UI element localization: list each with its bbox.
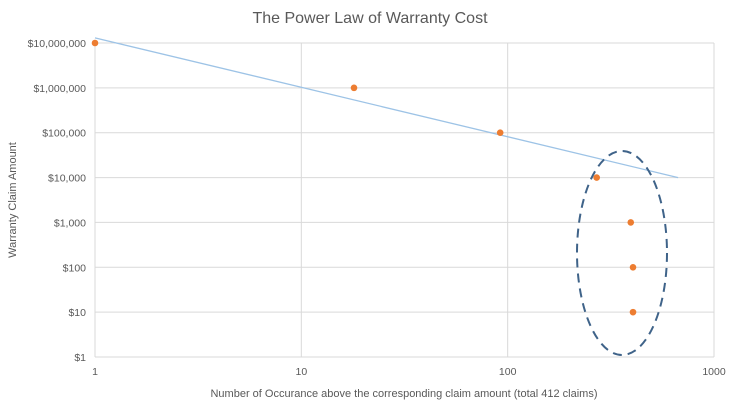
x-tick-label: 1 (92, 366, 98, 378)
x-tick-label: 1000 (702, 366, 726, 378)
data-point (627, 219, 635, 226)
y-tick-label: $10,000 (48, 173, 86, 185)
y-tick-label: $10,000,000 (28, 38, 87, 50)
trendline-group (94, 37, 679, 179)
y-tick-label: $100 (63, 262, 87, 274)
y-axis-label: Warranty Claim Amount (7, 142, 19, 258)
data-points (91, 39, 637, 316)
x-axis-ticks: 1 10 100 1000 (92, 366, 726, 378)
y-tick-label: $100,000 (42, 128, 86, 140)
data-point (91, 39, 99, 47)
data-point (593, 174, 600, 181)
dashed-ellipse-annotation (576, 150, 668, 356)
x-tick-label: 100 (499, 366, 517, 378)
data-point (496, 129, 504, 137)
x-tick-label: 10 (295, 366, 307, 378)
chart-title: The Power Law of Warranty Cost (252, 10, 488, 27)
trendline (94, 37, 679, 179)
y-tick-label: $1,000 (54, 217, 86, 229)
y-tick-label: $10 (68, 307, 86, 319)
y-tick-label: $1,000,000 (33, 83, 86, 95)
data-point (629, 308, 637, 316)
y-axis-ticks: $1 $10 $100 $1,000 $10,000 $100,000 $1,000,000… (28, 38, 87, 364)
grid (94, 42, 715, 358)
y-tick-label: $1 (74, 352, 86, 364)
data-point (350, 84, 358, 92)
x-axis-label: Number of Occurance above the correspond… (210, 388, 597, 400)
data-point (629, 263, 637, 271)
annotation-group (576, 150, 668, 356)
